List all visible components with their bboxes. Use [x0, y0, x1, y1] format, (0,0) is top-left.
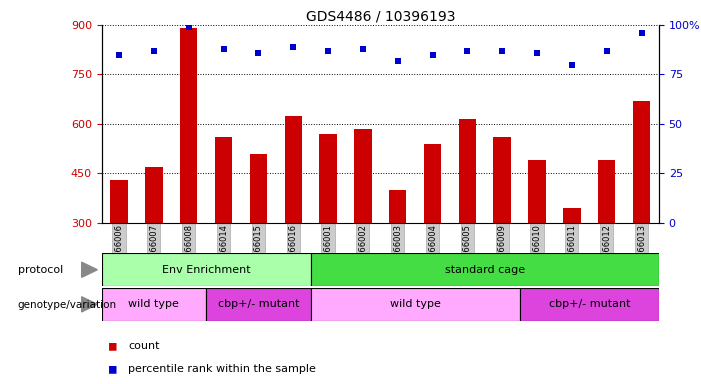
Point [114, 51, 125, 58]
Point [253, 50, 264, 56]
Polygon shape [81, 262, 97, 277]
Point [427, 51, 438, 58]
Bar [519, 288, 659, 321]
Bar [458, 119, 476, 223]
Bar [102, 253, 311, 286]
Text: ■: ■ [109, 362, 116, 375]
Text: wild type: wild type [390, 299, 440, 310]
Point [392, 58, 403, 64]
Bar [250, 154, 267, 223]
Text: cbp+/- mutant: cbp+/- mutant [548, 299, 630, 310]
Point [287, 44, 299, 50]
Bar [529, 160, 546, 223]
Point [322, 48, 334, 54]
Bar [102, 288, 206, 321]
Point [462, 48, 473, 54]
Bar [389, 190, 407, 223]
Text: genotype/variation: genotype/variation [18, 300, 116, 310]
Point [218, 46, 229, 52]
Point [358, 46, 369, 52]
Bar [110, 180, 128, 223]
Point [601, 48, 612, 54]
Point [183, 24, 194, 30]
Bar [633, 101, 651, 223]
Text: ■: ■ [109, 339, 116, 352]
Text: wild type: wild type [128, 299, 179, 310]
Point [149, 48, 160, 54]
Title: GDS4486 / 10396193: GDS4486 / 10396193 [306, 10, 455, 24]
Text: protocol: protocol [18, 265, 63, 275]
Bar [285, 116, 302, 223]
Point [566, 61, 578, 68]
Text: standard cage: standard cage [444, 265, 525, 275]
Bar [424, 144, 441, 223]
Point [636, 30, 647, 36]
Text: percentile rank within the sample: percentile rank within the sample [128, 364, 316, 374]
Bar [215, 137, 232, 223]
Text: cbp+/- mutant: cbp+/- mutant [217, 299, 299, 310]
Bar [494, 137, 511, 223]
Bar [206, 288, 311, 321]
Point [496, 48, 508, 54]
Bar [563, 208, 580, 223]
Bar [354, 129, 372, 223]
Text: Env Enrichment: Env Enrichment [162, 265, 250, 275]
Point [531, 50, 543, 56]
Bar [320, 134, 336, 223]
Bar [311, 253, 659, 286]
Bar [145, 167, 163, 223]
Bar [180, 28, 198, 223]
Text: count: count [128, 341, 160, 351]
Bar [598, 160, 615, 223]
Bar [311, 288, 519, 321]
Polygon shape [81, 297, 97, 312]
